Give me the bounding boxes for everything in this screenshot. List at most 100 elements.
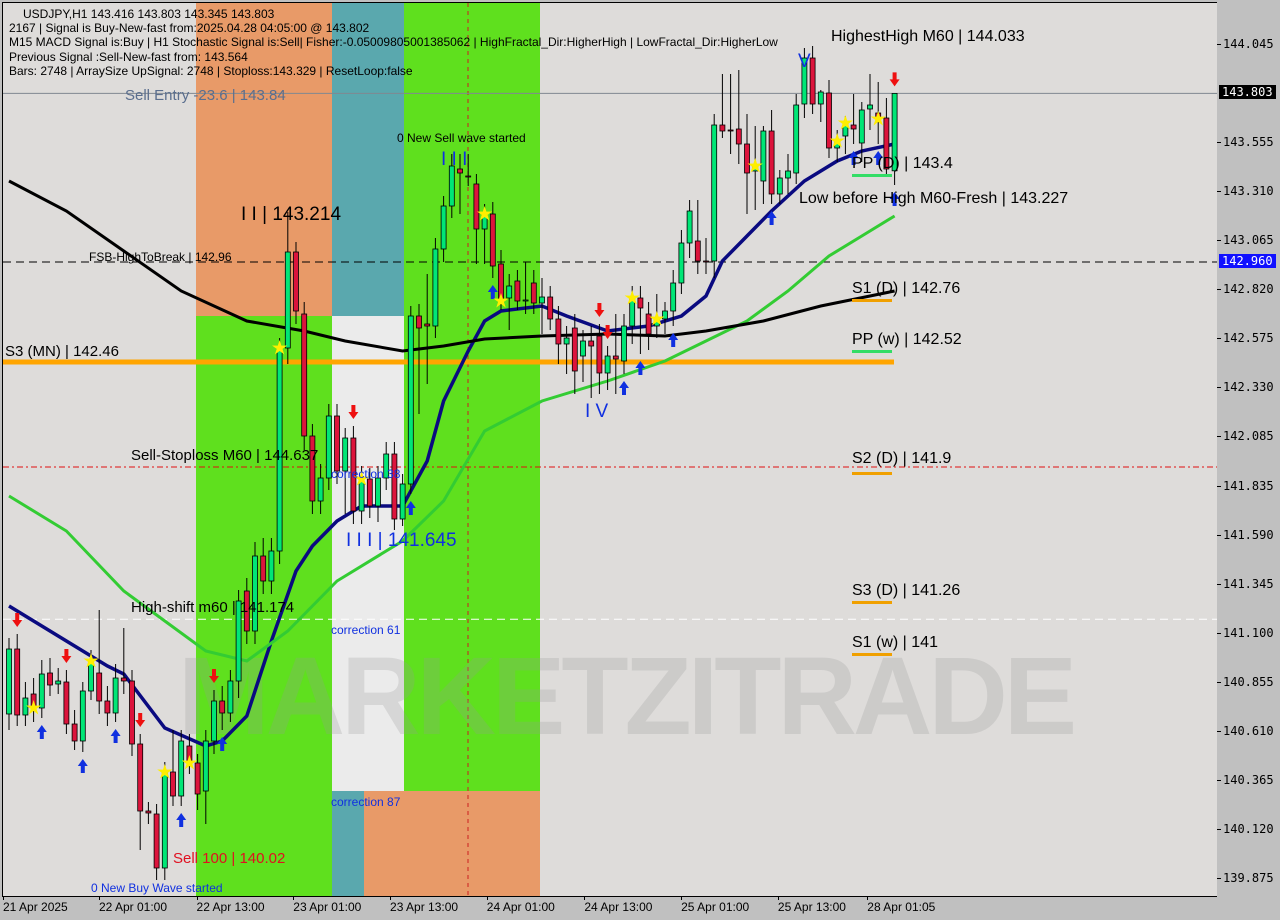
candle bbox=[243, 578, 250, 644]
candle bbox=[858, 102, 865, 162]
price-tick-label: 142.085 bbox=[1217, 429, 1274, 443]
pp-d-underline bbox=[852, 174, 892, 177]
bear-candle-body bbox=[104, 700, 111, 714]
buy-arrow-icon bbox=[36, 725, 47, 739]
candle bbox=[662, 302, 668, 334]
bear-candle-body bbox=[768, 130, 775, 195]
candle bbox=[383, 442, 390, 490]
bull-candle-body bbox=[793, 104, 800, 174]
bear-candle-body bbox=[219, 700, 226, 714]
bear-candle-body bbox=[293, 251, 299, 312]
candle bbox=[194, 754, 201, 810]
sell-stoploss-label: Sell-Stoploss M60 | 144.637 bbox=[131, 447, 319, 464]
bear-candle-body bbox=[645, 313, 652, 335]
buy-arrow-icon bbox=[405, 501, 416, 515]
time-tick-label: 24 Apr 13:00 bbox=[584, 896, 653, 914]
candle bbox=[457, 154, 463, 214]
price-tick-label: 143.310 bbox=[1217, 184, 1274, 198]
bull-candle-body bbox=[448, 165, 455, 207]
candle bbox=[465, 154, 472, 186]
candle bbox=[793, 94, 800, 184]
candle bbox=[293, 242, 299, 324]
candle bbox=[637, 286, 644, 354]
bull-candle-body bbox=[252, 555, 258, 632]
bull-candle-body bbox=[112, 677, 119, 714]
highest-high-label: HighestHigh M60 | 144.033 bbox=[831, 28, 1025, 45]
bull-candle-body bbox=[6, 648, 12, 715]
price-tick-label: 143.555 bbox=[1217, 135, 1274, 149]
candle bbox=[571, 314, 578, 394]
buy-arrow-icon bbox=[889, 192, 900, 206]
bull-candle-body bbox=[432, 248, 439, 327]
chart-plot-area[interactable]: MARKETZITRADE USDJPY,H1 143.416 143.803 … bbox=[2, 2, 1218, 897]
candle bbox=[375, 466, 381, 522]
candle bbox=[539, 278, 545, 334]
buy-arrow-icon bbox=[668, 333, 679, 347]
candle bbox=[621, 314, 627, 374]
candle bbox=[817, 90, 824, 122]
candle bbox=[47, 658, 53, 696]
symbol-line: USDJPY,H1 143.416 143.803 143.345 143.80… bbox=[23, 7, 275, 21]
sell-arrow-icon bbox=[889, 72, 900, 87]
candle bbox=[768, 110, 775, 204]
star-icon bbox=[837, 115, 853, 130]
wave-iii-price-label: I I I | 141.645 bbox=[346, 530, 457, 551]
bull-candle-body bbox=[686, 210, 693, 244]
candle bbox=[424, 274, 431, 384]
bull-candle-body bbox=[407, 315, 414, 485]
price-tick-label: 140.120 bbox=[1217, 822, 1274, 836]
bull-candle-body bbox=[817, 91, 824, 105]
bull-candle-body bbox=[38, 673, 45, 709]
candle bbox=[694, 200, 701, 274]
candle bbox=[334, 404, 340, 484]
zone-teal-top bbox=[332, 3, 404, 316]
bars-line: Bars: 2748 | ArraySize UpSignal: 2748 | … bbox=[9, 63, 413, 78]
buy-arrow-icon bbox=[635, 361, 646, 375]
candle bbox=[489, 202, 496, 278]
candle bbox=[104, 686, 111, 726]
candle bbox=[129, 670, 135, 756]
star-icon bbox=[272, 340, 288, 355]
star-icon bbox=[181, 755, 197, 770]
time-axis[interactable]: 21 Apr 2025 22 Apr 01:00 22 Apr 13:00 23 Ap… bbox=[0, 896, 1280, 920]
zone-green-left bbox=[196, 316, 332, 896]
bear-candle-body bbox=[260, 555, 267, 582]
price-tick-label: 140.365 bbox=[1217, 773, 1274, 787]
bull-candle-body bbox=[161, 771, 168, 869]
price-tick-label: 143.065 bbox=[1217, 233, 1274, 247]
price-axis[interactable]: 144.045 143.555 143.310 143.065 142.820 142.5… bbox=[1217, 0, 1280, 897]
star-icon bbox=[870, 111, 886, 126]
price-tick-label: 141.100 bbox=[1217, 626, 1274, 640]
buy-arrow-icon bbox=[487, 285, 498, 299]
bull-candle-body bbox=[506, 285, 513, 299]
price-tick-label: 142.820 bbox=[1217, 282, 1274, 296]
bull-candle-body bbox=[227, 680, 234, 714]
bear-candle-body bbox=[96, 672, 103, 702]
candle bbox=[202, 730, 209, 824]
info-panel: USDJPY,H1 143.416 143.803 143.345 143.80… bbox=[9, 7, 778, 78]
low-before-high-label: Low before High M60-Fresh | 143.227 bbox=[799, 190, 1069, 207]
bear-candle-body bbox=[719, 124, 726, 132]
bull-candle-body bbox=[678, 242, 685, 284]
price-tick-label: 142.575 bbox=[1217, 331, 1274, 345]
candle bbox=[268, 538, 275, 594]
star-icon bbox=[493, 293, 509, 308]
bull-candle-body bbox=[55, 680, 62, 685]
candle bbox=[580, 330, 586, 382]
correction-61-label: correction 61 bbox=[331, 623, 401, 637]
high-shift-label: High-shift m60 | 141.174 bbox=[131, 599, 295, 616]
bull-candle-body bbox=[522, 299, 529, 302]
new-buy-wave-label: 0 New Buy Wave started bbox=[91, 881, 223, 895]
candle bbox=[22, 682, 29, 726]
bull-candle-body bbox=[284, 251, 291, 349]
candle bbox=[809, 46, 816, 114]
zone-orange-top bbox=[196, 3, 332, 316]
bull-candle-body bbox=[325, 415, 332, 479]
candle bbox=[260, 538, 267, 594]
bear-candle-body bbox=[727, 129, 734, 132]
zone-orange-bottom bbox=[364, 791, 540, 896]
candle bbox=[604, 346, 611, 390]
sell-arrow-icon bbox=[602, 325, 613, 339]
candle bbox=[826, 80, 832, 158]
bear-candle-body bbox=[153, 813, 160, 869]
